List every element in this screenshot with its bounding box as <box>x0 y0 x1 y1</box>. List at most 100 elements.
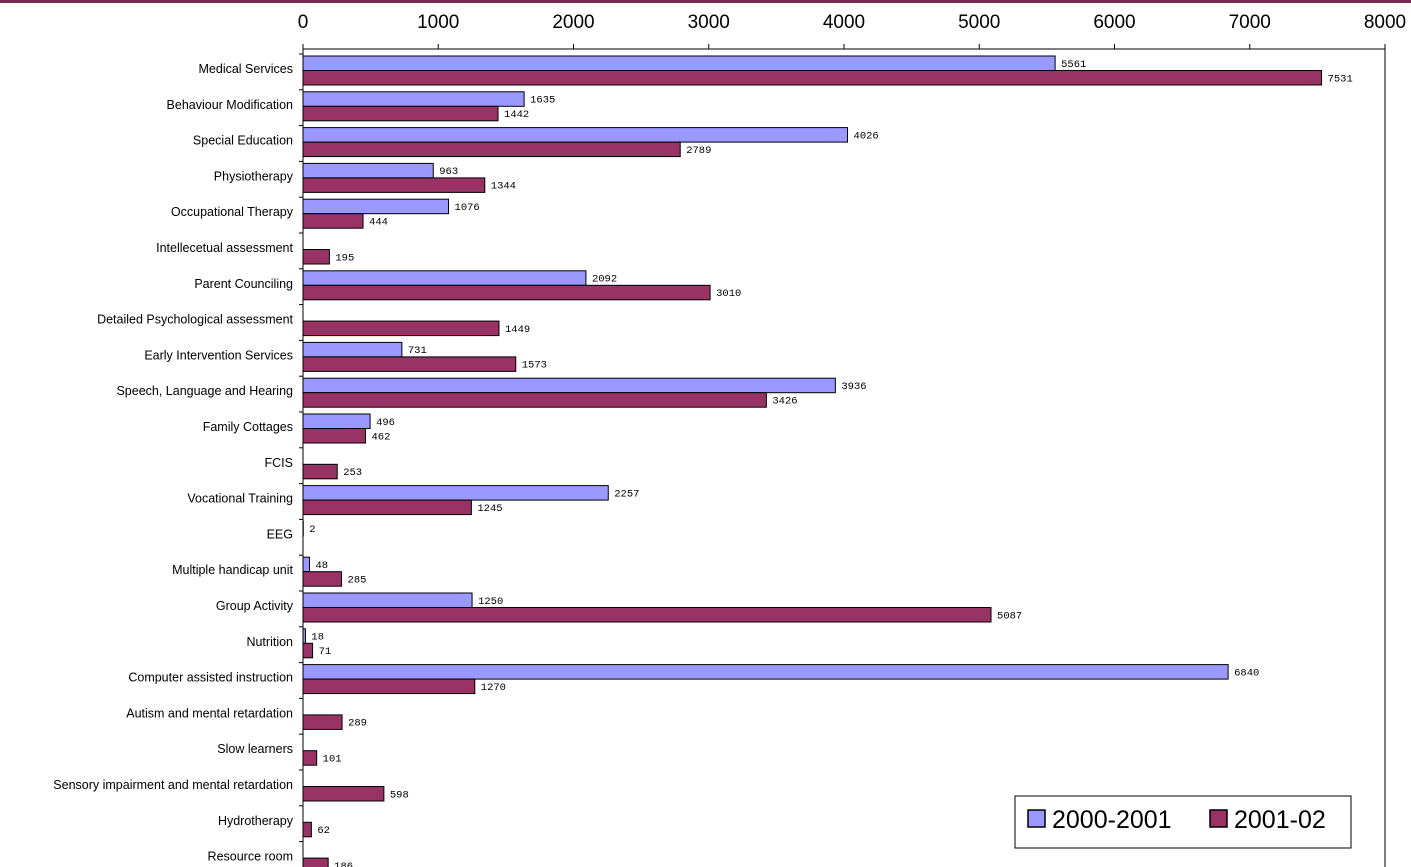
x-tick-label: 1000 <box>417 12 459 33</box>
data-label-2001-02-early-intervention-services: 1573 <box>522 360 547 372</box>
category-label-intellecetual-assessment: Intellecetual assessment <box>156 241 293 255</box>
bar-series <box>302 55 1323 867</box>
data-label-2000-2001-computer-assisted-instruction: 6840 <box>1234 667 1259 679</box>
category-label-multiple-handicap-unit: Multiple handicap unit <box>172 563 293 577</box>
category-label-autism-and-mental-retardation: Autism and mental retardation <box>126 706 293 720</box>
data-label-2001-02-hydrotherapy: 62 <box>317 825 330 837</box>
bar-2001-02-multiple-handicap-unit <box>302 571 343 587</box>
bar-2000-2001-special-education <box>302 127 849 143</box>
data-label-2000-2001-parent-counciling: 2092 <box>592 274 617 286</box>
data-label-2001-02-slow-learners: 101 <box>323 753 342 765</box>
bar-2001-02-intellecetual-assessment <box>302 249 330 265</box>
category-label-parent-counciling: Parent Counciling <box>194 277 293 291</box>
data-label-2001-02-vocational-training: 1245 <box>477 503 502 515</box>
bar-2000-2001-physiotherapy <box>302 162 434 179</box>
x-axis: 0 1000 2000 3000 4000 5000 6000 7000 8000 <box>298 12 1406 49</box>
bar-2001-02-speech-language-and-hearing <box>302 392 767 408</box>
data-label-2001-02-speech-language-and-hearing: 3426 <box>772 395 797 407</box>
category-label-hydrotherapy: Hydrotherapy <box>218 814 294 828</box>
category-label-computer-assisted-instruction: Computer assisted instruction <box>128 671 293 685</box>
legend-label-2001-02: 2001-02 <box>1234 806 1326 834</box>
bar-2000-2001-nutrition <box>302 628 306 644</box>
category-label-medical-services: Medical Services <box>199 62 293 76</box>
data-label-2000-2001-family-cottages: 496 <box>376 417 395 429</box>
bar-2000-2001-vocational-training <box>302 485 609 501</box>
category-label-occupational-therapy: Occupational Therapy <box>171 205 294 219</box>
bar-2001-02-early-intervention-services <box>302 356 517 372</box>
bar-2000-2001-group-activity <box>302 592 473 608</box>
bar-2001-02-autism-and-mental-retardation <box>302 714 343 730</box>
bar-2000-2001-speech-language-and-hearing <box>302 377 836 394</box>
x-tick-label: 3000 <box>688 12 730 33</box>
category-label-vocational-training: Vocational Training <box>187 492 293 506</box>
y-axis-categories: Medical Services Behaviour Modification Sp… <box>53 53 303 864</box>
bar-2001-02-computer-assisted-instruction <box>302 678 476 695</box>
data-label-2001-02-group-activity: 5087 <box>997 610 1022 622</box>
data-label-2000-2001-physiotherapy: 963 <box>439 166 458 178</box>
bar-2001-02-family-cottages <box>302 428 366 444</box>
bar-2001-02-fcis <box>302 463 338 480</box>
data-label-2001-02-multiple-handicap-unit: 285 <box>348 574 367 586</box>
x-tick-label: 8000 <box>1364 12 1406 33</box>
bar-2001-02-detailed-psychological-assessment <box>302 320 500 337</box>
x-tick-label: 5000 <box>958 12 1000 33</box>
bar-2001-02-special-education <box>302 141 681 158</box>
bar-2001-02-group-activity <box>302 607 992 623</box>
data-label-2000-2001-nutrition: 18 <box>311 632 324 644</box>
x-tick-label: 0 <box>298 12 309 33</box>
category-label-early-intervention-services: Early Intervention Services <box>144 348 293 362</box>
bar-2001-02-occupational-therapy <box>302 213 364 229</box>
data-label-2000-2001-occupational-therapy: 1076 <box>455 202 480 214</box>
bar-2001-02-slow-learners <box>302 750 318 766</box>
bar-2000-2001-family-cottages <box>302 413 371 429</box>
category-label-special-education: Special Education <box>193 134 293 148</box>
category-label-behaviour-modification: Behaviour Modification <box>167 98 294 112</box>
category-label-speech-language-and-hearing: Speech, Language and Hearing <box>116 384 293 398</box>
bar-2000-2001-early-intervention-services <box>302 341 403 358</box>
category-label-physiotherapy: Physiotherapy <box>214 169 294 183</box>
bar-2001-02-hydrotherapy <box>302 821 312 838</box>
category-label-eeg: EEG <box>267 527 293 541</box>
data-label-2000-2001-vocational-training: 2257 <box>614 488 639 500</box>
x-tick-label: 4000 <box>823 12 865 33</box>
category-label-slow-learners: Slow learners <box>217 742 293 756</box>
category-label-fcis: FCIS <box>265 456 293 470</box>
data-label-2000-2001-medical-services: 5561 <box>1061 59 1086 71</box>
bar-2001-02-vocational-training <box>302 499 472 516</box>
x-tick-label: 7000 <box>1229 12 1271 33</box>
top-border-rule <box>0 0 1411 3</box>
data-label-2000-2001-behaviour-modification: 1635 <box>530 95 555 107</box>
bar-2000-2001-multiple-handicap-unit <box>302 556 310 573</box>
data-label-2001-02-computer-assisted-instruction: 1270 <box>481 682 506 694</box>
category-label-family-cottages: Family Cottages <box>203 420 293 434</box>
data-label-2001-02-autism-and-mental-retardation: 289 <box>348 718 367 730</box>
legend-label-2000-2001: 2000-2001 <box>1052 806 1172 834</box>
category-label-nutrition: Nutrition <box>246 635 293 649</box>
data-label-2001-02-behaviour-modification: 1442 <box>504 109 529 121</box>
data-label-2001-02-intellecetual-assessment: 195 <box>335 252 354 264</box>
bar-2001-02-nutrition <box>302 642 314 659</box>
category-label-group-activity: Group Activity <box>216 599 294 613</box>
data-label-2001-02-occupational-therapy: 444 <box>369 216 388 228</box>
data-label-2001-02-detailed-psychological-assessment: 1449 <box>505 324 530 336</box>
data-label-2001-02-medical-services: 7531 <box>1328 73 1353 85</box>
legend-swatch-2001-02 <box>1209 809 1228 828</box>
data-label-2001-02-parent-counciling: 3010 <box>716 288 741 300</box>
bar-2001-02-resource-room <box>302 857 329 867</box>
data-label-2000-2001-speech-language-and-hearing: 3936 <box>841 381 866 393</box>
data-label-2000-2001-multiple-handicap-unit: 48 <box>315 560 328 572</box>
bar-2000-2001-occupational-therapy <box>302 198 450 215</box>
data-label-2001-02-sensory-impairment-and-mental-retardation: 598 <box>390 789 409 801</box>
plot-area <box>302 48 1386 867</box>
x-tick-label: 2000 <box>552 12 594 33</box>
data-label-2000-2001-eeg: 2 <box>309 524 315 536</box>
data-label-2000-2001-early-intervention-services: 731 <box>408 345 427 357</box>
data-label-2001-02-family-cottages: 462 <box>371 431 390 443</box>
bar-2001-02-behaviour-modification <box>302 105 499 122</box>
category-label-detailed-psychological-assessment: Detailed Psychological assessment <box>97 313 293 327</box>
data-label-2001-02-fcis: 253 <box>343 467 362 479</box>
bar-2000-2001-parent-counciling <box>302 270 587 286</box>
bar-2001-02-parent-counciling <box>302 284 711 301</box>
